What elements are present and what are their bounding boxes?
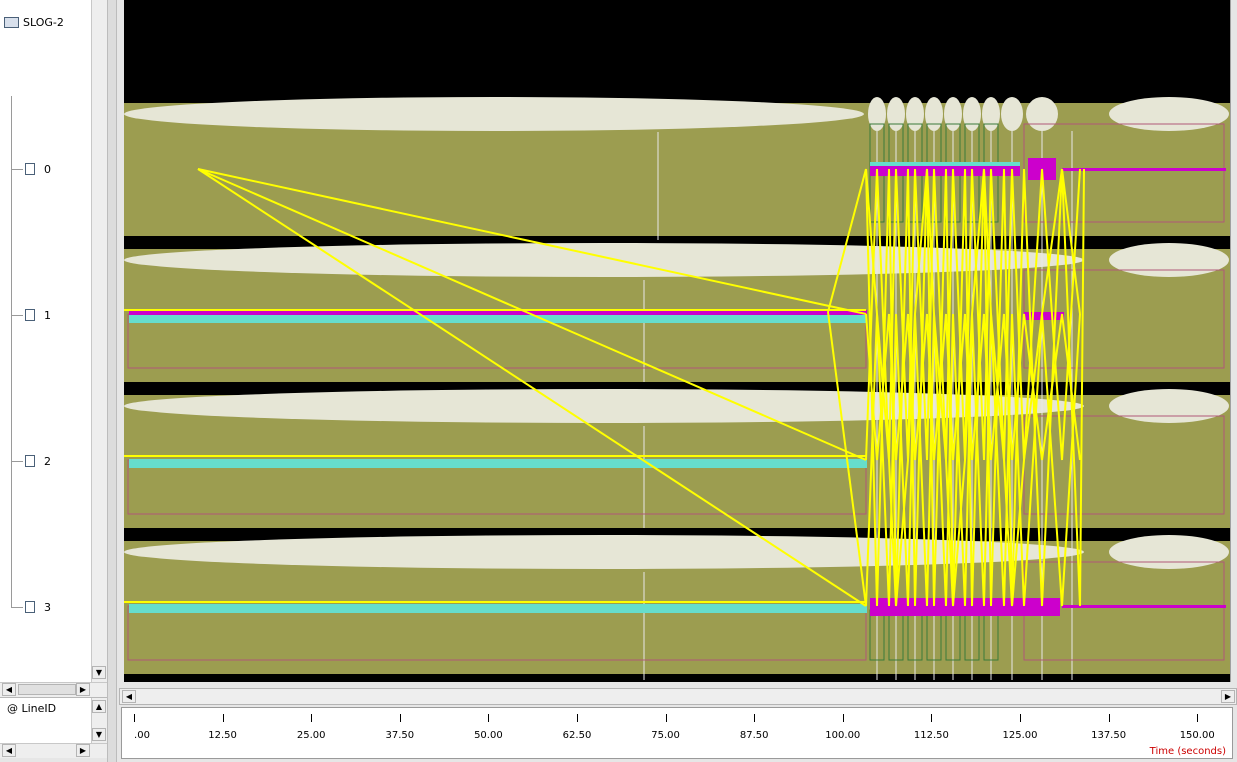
- tree-vertical-scrollbar[interactable]: ▼: [91, 0, 107, 682]
- tick-label: 125.00: [1003, 730, 1038, 741]
- lineid-horizontal-scrollbar[interactable]: ◀ ▶: [0, 743, 107, 758]
- state-ellipse: [1109, 389, 1229, 423]
- tick-label: 150.00: [1180, 730, 1215, 741]
- tick-mark: [400, 714, 401, 722]
- tree-node-1[interactable]: 1: [11, 307, 81, 325]
- tick-label: 75.00: [651, 730, 680, 741]
- tick-mark: [1020, 714, 1021, 722]
- scroll-down-icon[interactable]: ▼: [92, 666, 106, 679]
- tick-mark: [488, 714, 489, 722]
- state-ellipse: [124, 97, 864, 131]
- tick-mark: [754, 714, 755, 722]
- tick-mark: [311, 714, 312, 722]
- scroll-thumb[interactable]: [18, 684, 76, 695]
- state-ellipse: [124, 535, 1084, 569]
- lineid-scrollbar[interactable]: ▲ ▼: [91, 698, 107, 744]
- document-icon: [25, 309, 35, 321]
- state-ellipse: [1109, 97, 1229, 131]
- tree-node-label: 1: [44, 309, 51, 322]
- timeline-canvas[interactable]: [124, 0, 1230, 682]
- tree-node-3[interactable]: 3: [11, 599, 81, 617]
- scroll-down-icon[interactable]: ▼: [92, 728, 106, 741]
- timeline-svg[interactable]: [124, 0, 1230, 682]
- document-icon: [25, 163, 35, 175]
- tree-branch: [11, 607, 23, 608]
- tick-label: 37.50: [385, 730, 414, 741]
- tick-mark: [1109, 714, 1110, 722]
- tree-branch: [11, 315, 23, 316]
- tick-label: 112.50: [914, 730, 949, 741]
- time-axis[interactable]: .00 12.50 25.00 37.50 50.00 62.50 75.00 87.50 10…: [121, 707, 1233, 759]
- tick-label: .00: [134, 730, 150, 741]
- canvas-right-edge: [1230, 0, 1237, 682]
- tree-branch: [11, 461, 23, 462]
- time-scrollbar[interactable]: ◀ ▶: [119, 688, 1237, 705]
- tick-mark: [223, 714, 224, 722]
- folder-icon: [4, 17, 19, 28]
- tree-node-label: 2: [44, 455, 51, 468]
- tick-label: 100.00: [825, 730, 860, 741]
- tick-label: 12.50: [208, 730, 237, 741]
- tick-label: 137.50: [1091, 730, 1126, 741]
- tick-label: 87.50: [740, 730, 769, 741]
- tree-node-2[interactable]: 2: [11, 453, 81, 471]
- tick-mark: [577, 714, 578, 722]
- tree-node-label: 0: [44, 163, 51, 176]
- tick-mark: [843, 714, 844, 722]
- state-ellipse: [1109, 535, 1229, 569]
- tree-node-0[interactable]: 0: [11, 161, 81, 179]
- scroll-left-icon[interactable]: ◀: [122, 690, 136, 703]
- tick-label: 62.50: [563, 730, 592, 741]
- tick-mark: [134, 714, 135, 722]
- tick-label: 25.00: [297, 730, 326, 741]
- lineid-panel: @ LineID ▲ ▼: [0, 697, 107, 743]
- document-icon: [25, 455, 35, 467]
- tree-root-label: SLOG-2: [23, 16, 64, 29]
- tree-node-label: 3: [44, 601, 51, 614]
- lineid-label: @ LineID: [7, 702, 56, 715]
- state-ellipse: [1109, 243, 1229, 277]
- scroll-left-icon[interactable]: ◀: [2, 683, 16, 696]
- time-axis-label: Time (seconds): [1150, 746, 1226, 757]
- scroll-right-icon[interactable]: ▶: [76, 683, 90, 696]
- tree-branch: [11, 169, 23, 170]
- panel-splitter[interactable]: [107, 0, 117, 762]
- scroll-right-icon[interactable]: ▶: [1221, 690, 1235, 703]
- scroll-right-icon[interactable]: ▶: [76, 744, 90, 757]
- tick-mark: [1197, 714, 1198, 722]
- scroll-left-icon[interactable]: ◀: [2, 744, 16, 757]
- tick-mark: [666, 714, 667, 722]
- tree-root[interactable]: SLOG-2: [4, 14, 84, 32]
- tree-horizontal-scrollbar[interactable]: ◀ ▶: [0, 682, 107, 697]
- scroll-up-icon[interactable]: ▲: [92, 700, 106, 713]
- state-ellipse: [124, 243, 1084, 277]
- document-icon: [25, 601, 35, 613]
- tick-label: 50.00: [474, 730, 503, 741]
- tick-mark: [931, 714, 932, 722]
